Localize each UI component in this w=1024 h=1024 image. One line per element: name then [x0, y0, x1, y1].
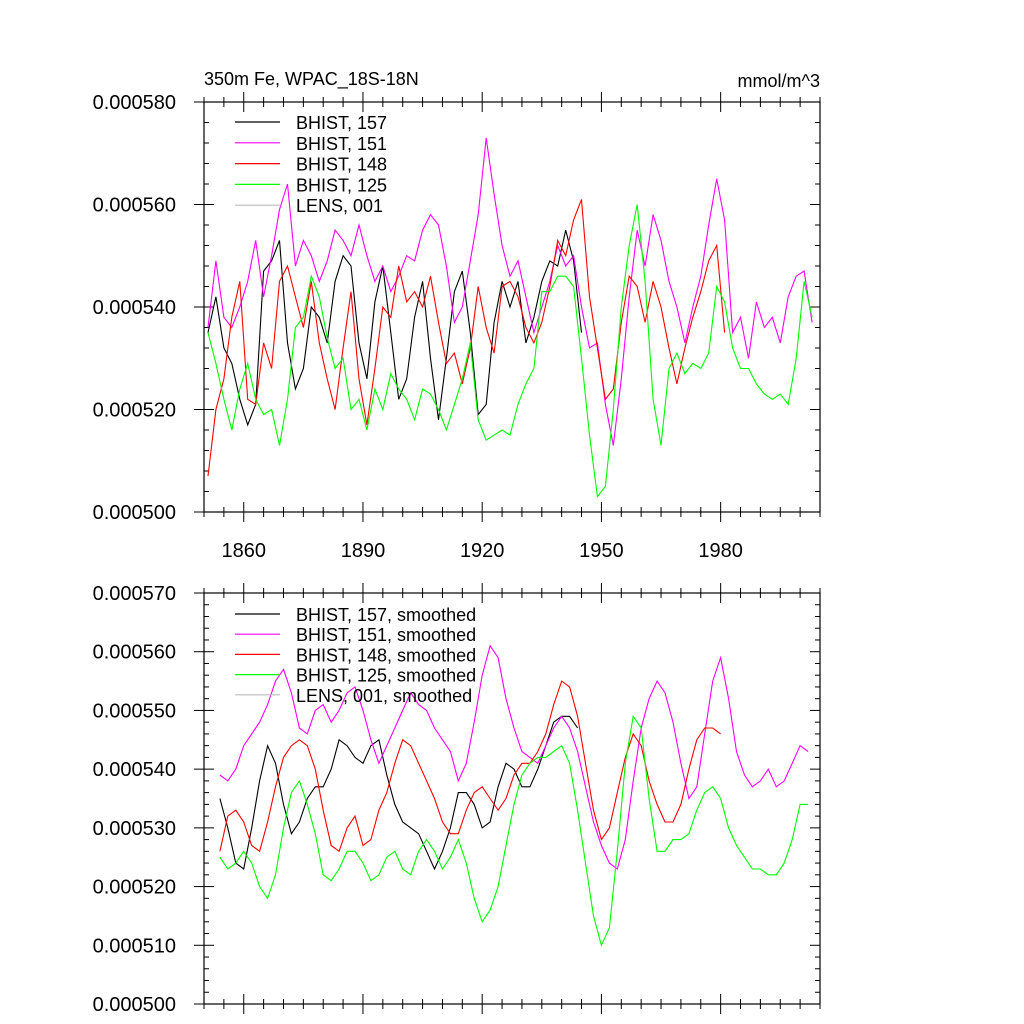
legend-label: BHIST, 157 — [296, 113, 387, 133]
plot-frame — [203, 592, 821, 1005]
legend-label: BHIST, 125, smoothed — [296, 666, 476, 686]
series-line — [207, 137, 813, 446]
y-tick-label: 0.000580 — [93, 92, 176, 114]
series-line — [219, 714, 809, 947]
x-tick-label: 1890 — [341, 540, 386, 562]
legend-label: LENS, 001 — [296, 196, 383, 216]
y-tick-label: 0.000540 — [93, 759, 176, 781]
legend-label: LENS, 001, smoothed — [296, 686, 472, 706]
legend-label: BHIST, 148, smoothed — [296, 645, 476, 665]
y-tick-label: 0.000560 — [93, 195, 176, 217]
y-tick-label: 0.000540 — [93, 297, 176, 319]
panel-1-units: mmol/m^3 — [738, 71, 820, 91]
series-line — [219, 644, 809, 870]
legend-label: BHIST, 157, smoothed — [296, 605, 476, 625]
series-line — [219, 715, 579, 871]
legend-label: BHIST, 151, smoothed — [296, 625, 476, 645]
y-tick-label: 0.000500 — [93, 994, 176, 1016]
x-tick-label: 1920 — [460, 540, 505, 562]
series-line — [207, 204, 813, 498]
y-tick-label: 0.000570 — [93, 583, 176, 605]
series-line — [207, 199, 726, 477]
panel-2-chart: 0.000500 0.000510 0.000520 0.000530 0.000540… — [93, 583, 821, 1016]
panel-1-title: 350m Fe, WPAC_18S-18N — [204, 69, 419, 90]
legend-label: BHIST, 148 — [296, 155, 387, 175]
y-tick-label: 0.000520 — [93, 877, 176, 899]
legend-label: BHIST, 125 — [296, 175, 387, 195]
y-tick-label: 0.000510 — [93, 935, 176, 957]
y-tick-label: 0.000530 — [93, 818, 176, 840]
x-tick-label: 1950 — [579, 540, 624, 562]
y-tick-label: 0.000550 — [93, 700, 176, 722]
series-line — [219, 680, 721, 853]
x-tick-label: 1980 — [698, 540, 743, 562]
y-tick-label: 0.000520 — [93, 400, 176, 422]
legend-label: BHIST, 151 — [296, 134, 387, 154]
y-tick-label: 0.000500 — [93, 502, 176, 524]
x-tick-label: 1860 — [221, 540, 266, 562]
y-tick-label: 0.000560 — [93, 642, 176, 664]
panel-1-chart: 0.000500 0.000520 0.000540 0.000560 0.000580… — [93, 92, 821, 562]
